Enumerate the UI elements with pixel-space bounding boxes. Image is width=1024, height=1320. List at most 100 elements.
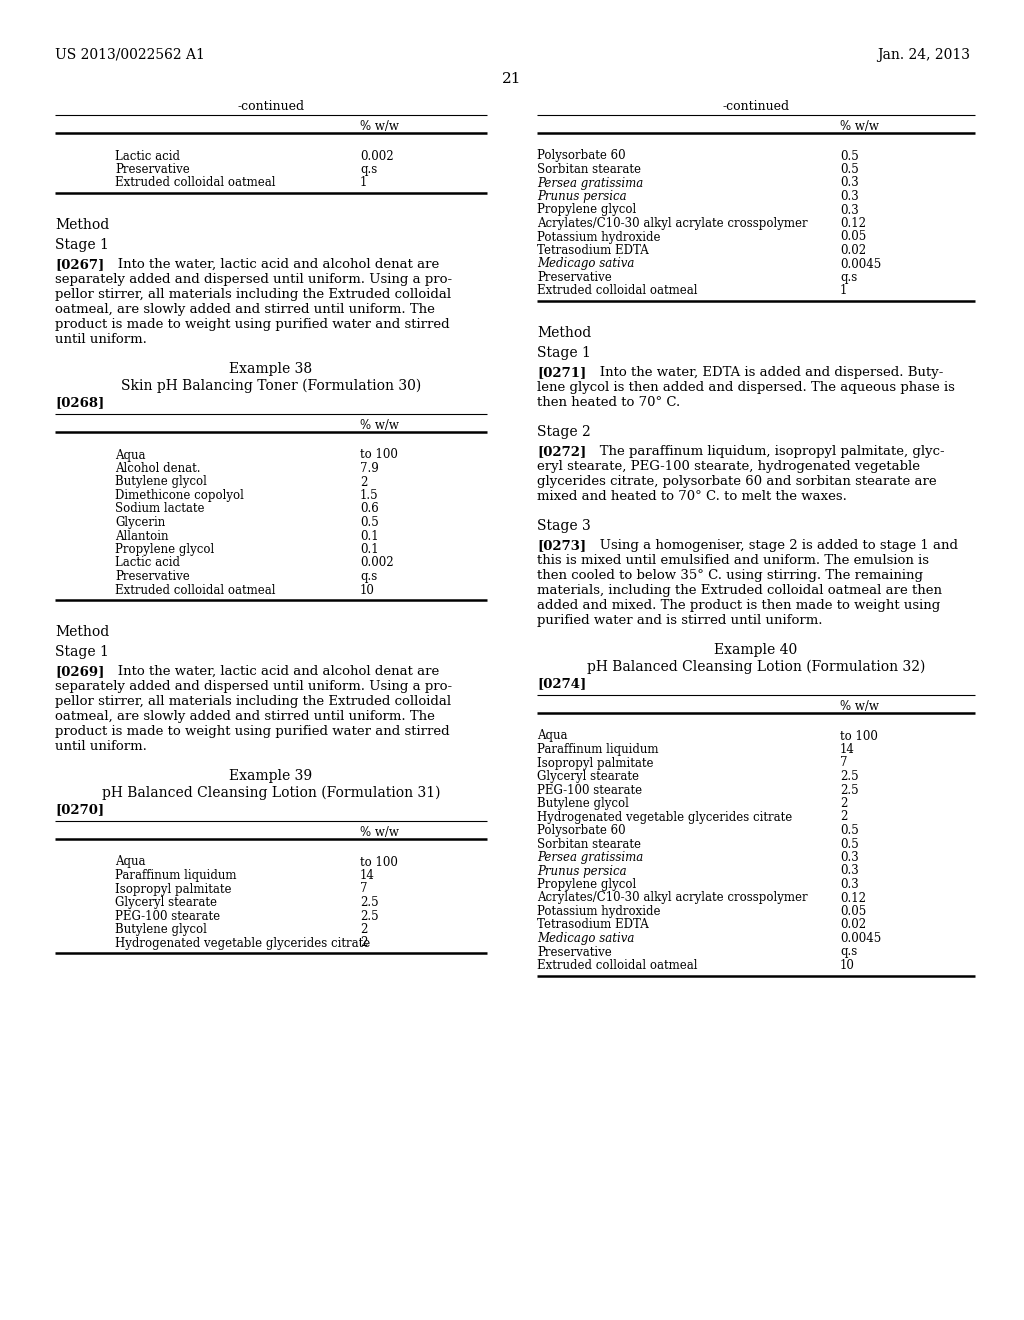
Text: Glycerin: Glycerin [115,516,165,529]
Text: US 2013/0022562 A1: US 2013/0022562 A1 [55,48,205,62]
Text: 2: 2 [840,797,848,810]
Text: Acrylates/C10-30 alkyl acrylate crosspolymer: Acrylates/C10-30 alkyl acrylate crosspol… [537,891,808,904]
Text: to 100: to 100 [360,855,398,869]
Text: Sorbitan stearate: Sorbitan stearate [537,837,641,850]
Text: Potassium hydroxide: Potassium hydroxide [537,231,660,243]
Text: Skin pH Balancing Toner (Formulation 30): Skin pH Balancing Toner (Formulation 30) [121,379,421,393]
Text: Into the water, lactic acid and alcohol denat are: Into the water, lactic acid and alcohol … [105,257,439,271]
Text: 1.5: 1.5 [360,488,379,502]
Text: Butylene glycol: Butylene glycol [115,475,207,488]
Text: Propylene glycol: Propylene glycol [537,203,636,216]
Text: 2.5: 2.5 [840,770,859,783]
Text: Butylene glycol: Butylene glycol [537,797,629,810]
Text: Stage 1: Stage 1 [537,346,591,360]
Text: 0.3: 0.3 [840,203,859,216]
Text: 0.5: 0.5 [840,837,859,850]
Text: % w/w: % w/w [360,826,399,840]
Text: 0.5: 0.5 [840,162,859,176]
Text: then heated to 70° C.: then heated to 70° C. [537,396,680,409]
Text: 2.5: 2.5 [360,896,379,909]
Text: Medicago sativa: Medicago sativa [537,257,635,271]
Text: 0.02: 0.02 [840,244,866,257]
Text: to 100: to 100 [840,730,878,742]
Text: 2: 2 [360,936,368,949]
Text: [0271]: [0271] [537,366,587,379]
Text: 2.5: 2.5 [840,784,859,796]
Text: Allantoin: Allantoin [115,529,169,543]
Text: then cooled to below 35° C. using stirring. The remaining: then cooled to below 35° C. using stirri… [537,569,923,582]
Text: [0267]: [0267] [55,257,104,271]
Text: Isopropyl palmitate: Isopropyl palmitate [537,756,653,770]
Text: 14: 14 [360,869,375,882]
Text: Method: Method [55,624,110,639]
Text: % w/w: % w/w [360,120,399,133]
Text: 7: 7 [840,756,848,770]
Text: oatmeal, are slowly added and stirred until uniform. The: oatmeal, are slowly added and stirred un… [55,304,435,315]
Text: pH Balanced Cleansing Lotion (Formulation 32): pH Balanced Cleansing Lotion (Formulatio… [587,660,926,675]
Text: Preservative: Preservative [115,162,189,176]
Text: 21: 21 [502,73,522,86]
Text: Example 38: Example 38 [229,362,312,376]
Text: [0272]: [0272] [537,445,587,458]
Text: Stage 1: Stage 1 [55,238,109,252]
Text: Method: Method [55,218,110,232]
Text: 0.12: 0.12 [840,891,866,904]
Text: 2: 2 [360,923,368,936]
Text: added and mixed. The product is then made to weight using: added and mixed. The product is then mad… [537,599,940,612]
Text: Preservative: Preservative [537,271,611,284]
Text: 2: 2 [840,810,848,824]
Text: 0.002: 0.002 [360,557,393,569]
Text: 0.1: 0.1 [360,543,379,556]
Text: 14: 14 [840,743,855,756]
Text: Prunus persica: Prunus persica [537,190,627,203]
Text: separately added and dispersed until uniform. Using a pro-: separately added and dispersed until uni… [55,680,453,693]
Text: Paraffinum liquidum: Paraffinum liquidum [115,869,237,882]
Text: 0.0045: 0.0045 [840,257,882,271]
Text: Tetrasodium EDTA: Tetrasodium EDTA [537,244,649,257]
Text: Preservative: Preservative [115,570,189,583]
Text: Paraffinum liquidum: Paraffinum liquidum [537,743,658,756]
Text: Dimethicone copolyol: Dimethicone copolyol [115,488,244,502]
Text: eryl stearate, PEG-100 stearate, hydrogenated vegetable: eryl stearate, PEG-100 stearate, hydroge… [537,459,920,473]
Text: Prunus persica: Prunus persica [537,865,627,878]
Text: 0.5: 0.5 [360,516,379,529]
Text: Glyceryl stearate: Glyceryl stearate [537,770,639,783]
Text: Extruded colloidal oatmeal: Extruded colloidal oatmeal [115,583,275,597]
Text: 10: 10 [840,960,855,972]
Text: q.s: q.s [360,570,377,583]
Text: 0.1: 0.1 [360,529,379,543]
Text: q.s: q.s [840,271,857,284]
Text: Sorbitan stearate: Sorbitan stearate [537,162,641,176]
Text: [0273]: [0273] [537,539,586,552]
Text: Butylene glycol: Butylene glycol [115,923,207,936]
Text: Example 40: Example 40 [715,643,798,657]
Text: oatmeal, are slowly added and stirred until uniform. The: oatmeal, are slowly added and stirred un… [55,710,435,723]
Text: 1: 1 [360,177,368,190]
Text: 0.05: 0.05 [840,906,866,917]
Text: materials, including the Extruded colloidal oatmeal are then: materials, including the Extruded colloi… [537,583,942,597]
Text: [0270]: [0270] [55,803,104,816]
Text: -continued: -continued [723,100,790,114]
Text: until uniform.: until uniform. [55,741,146,752]
Text: [0274]: [0274] [537,677,587,690]
Text: 0.3: 0.3 [840,878,859,891]
Text: Extruded colloidal oatmeal: Extruded colloidal oatmeal [537,285,697,297]
Text: glycerides citrate, polysorbate 60 and sorbitan stearate are: glycerides citrate, polysorbate 60 and s… [537,475,937,488]
Text: Stage 1: Stage 1 [55,645,109,659]
Text: Isopropyl palmitate: Isopropyl palmitate [115,883,231,895]
Text: Aqua: Aqua [115,855,145,869]
Text: Into the water, EDTA is added and dispersed. Buty-: Into the water, EDTA is added and disper… [587,366,943,379]
Text: Aqua: Aqua [537,730,567,742]
Text: Into the water, lactic acid and alcohol denat are: Into the water, lactic acid and alcohol … [105,665,439,678]
Text: [0269]: [0269] [55,665,104,678]
Text: Example 39: Example 39 [229,770,312,783]
Text: pH Balanced Cleansing Lotion (Formulation 31): pH Balanced Cleansing Lotion (Formulatio… [101,785,440,800]
Text: Lactic acid: Lactic acid [115,557,180,569]
Text: Preservative: Preservative [537,945,611,958]
Text: Persea gratissima: Persea gratissima [537,177,643,190]
Text: Polysorbate 60: Polysorbate 60 [537,824,626,837]
Text: until uniform.: until uniform. [55,333,146,346]
Text: 2.5: 2.5 [360,909,379,923]
Text: 1: 1 [840,285,848,297]
Text: q.s: q.s [840,945,857,958]
